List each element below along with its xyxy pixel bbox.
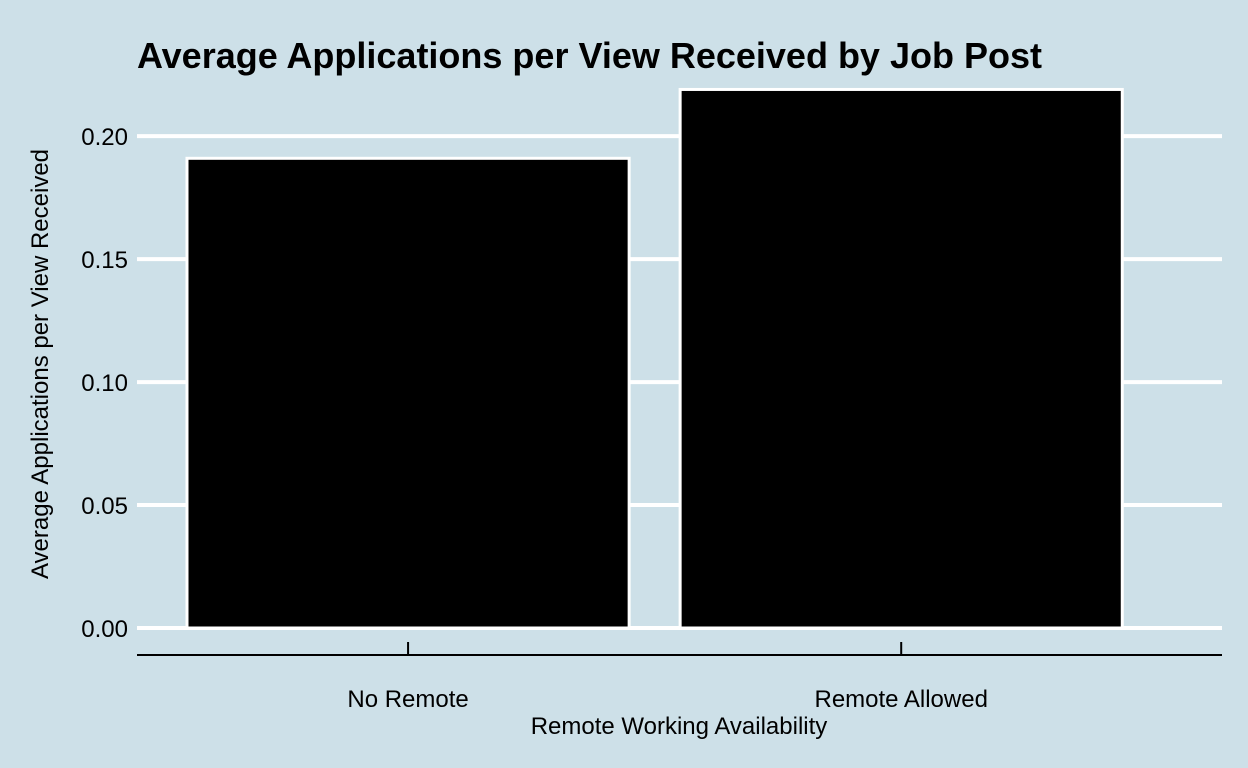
x-tick-label: Remote Allowed: [814, 686, 987, 713]
bar: [678, 87, 1124, 630]
x-axis: [137, 642, 1222, 656]
bars: [185, 87, 1124, 630]
y-tick-label: 0.10: [81, 370, 128, 397]
y-tick-label: 0.15: [81, 247, 128, 274]
x-tick-labels: No Remote Remote Allowed: [347, 686, 988, 713]
x-tick-label: No Remote: [347, 686, 468, 713]
y-tick-label: 0.05: [81, 493, 128, 520]
y-tick-labels: 0.00 0.05 0.10 0.15 0.20: [81, 124, 128, 643]
bar: [185, 156, 631, 630]
y-tick-label: 0.00: [81, 616, 128, 643]
y-tick-label: 0.20: [81, 124, 128, 151]
chart-title: Average Applications per View Received b…: [137, 35, 1042, 76]
x-axis-label: Remote Working Availability: [531, 713, 828, 740]
y-axis-label: Average Applications per View Received: [27, 149, 54, 579]
